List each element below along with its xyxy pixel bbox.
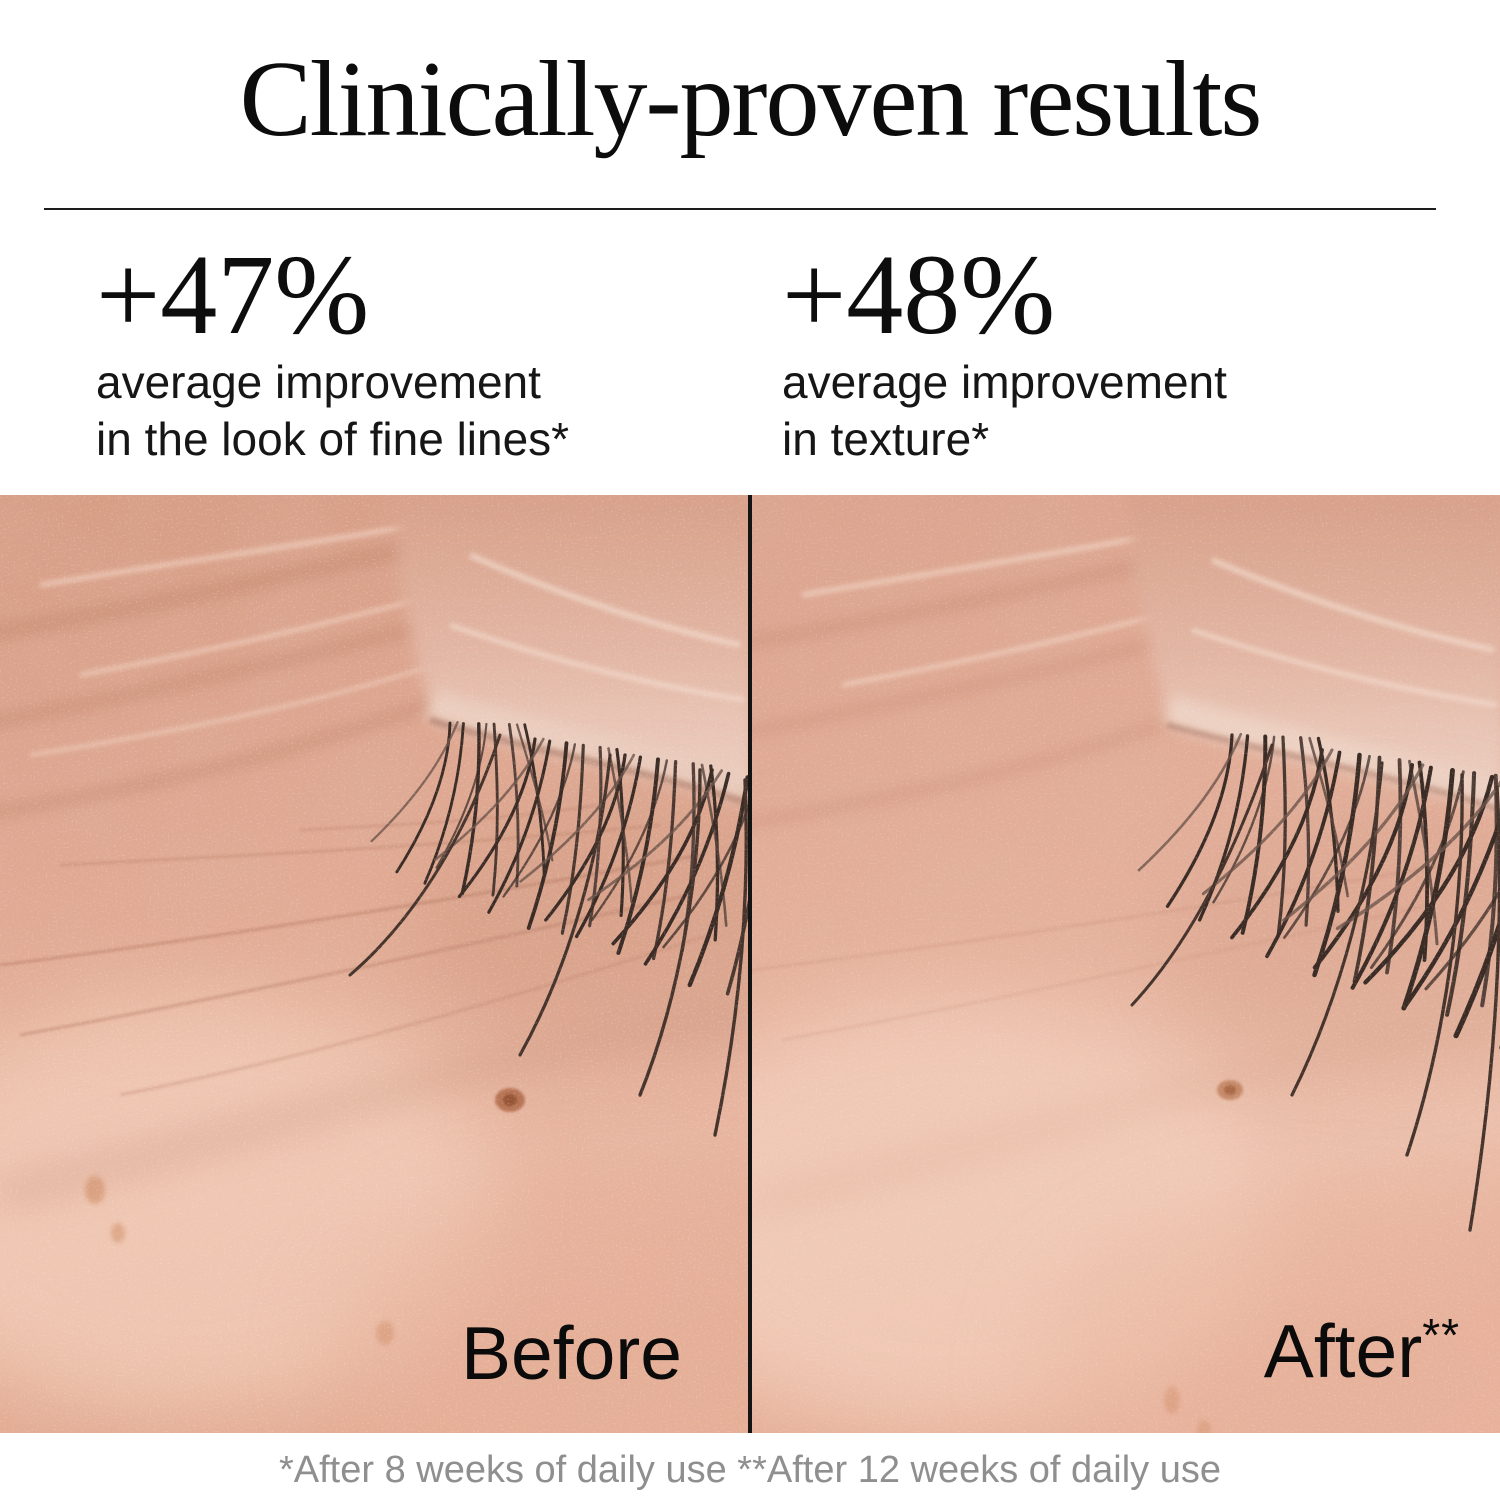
before-photo: Before [0,495,748,1433]
after-photo-illustration [752,495,1500,1433]
after-label-text: After [1263,1309,1423,1393]
stat-fine-lines: +47% average improvement in the look of … [96,238,569,468]
after-label: After** [1264,1309,1460,1389]
divider-line [44,208,1436,210]
stat-texture: +48% average improvement in texture* [782,238,1227,468]
before-after-comparison: Before [0,495,1500,1433]
before-label: Before [461,1311,682,1395]
stat-description-fine-lines: average improvement in the look of fine … [96,356,570,466]
after-photo: After** [752,495,1500,1433]
stat-value-texture: +48% [782,231,1056,358]
before-photo-illustration [0,495,748,1433]
stat-description-texture: average improvement in texture* [782,356,1227,466]
footnote: *After 8 weeks of daily use **After 12 w… [278,1449,1222,1491]
stat-value-fine-lines: +47% [96,231,370,358]
after-label-marker: ** [1422,1309,1460,1361]
photo-divider [748,495,752,1433]
page-title: Clinically-proven results [239,40,1263,159]
